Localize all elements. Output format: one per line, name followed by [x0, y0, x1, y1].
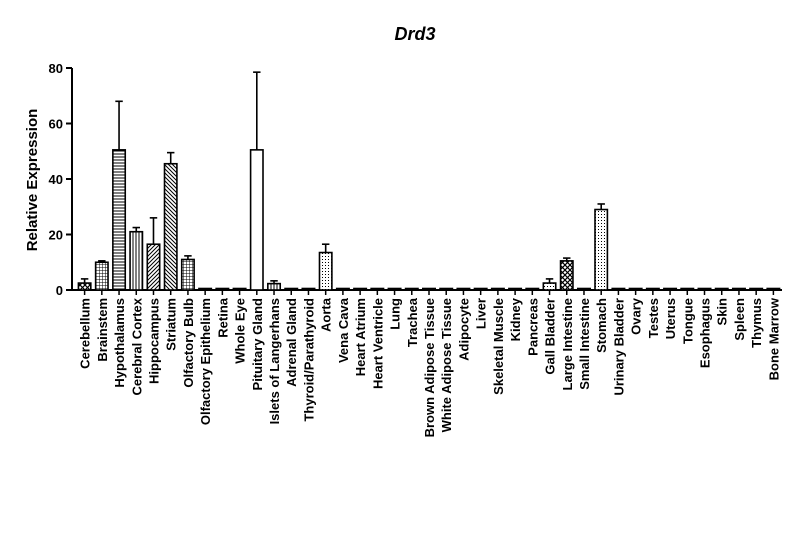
- bar-islets-of-langerhans: [267, 282, 282, 291]
- x-tick-label: Heart Atrium: [353, 298, 368, 376]
- bar-lung: [387, 287, 402, 291]
- bar-adrenal-gland: [284, 287, 299, 291]
- x-tick-label: Adrenal Gland: [284, 298, 299, 387]
- bar-vena-cava: [335, 287, 350, 291]
- bar-bone-marrow: [766, 287, 781, 291]
- bar-cerebellum: [77, 282, 92, 291]
- bar-whole-eye: [232, 287, 247, 291]
- bar-pancreas: [525, 287, 540, 291]
- bar-brown-adipose-tissue: [422, 287, 436, 291]
- y-axis-label: Relative Expression: [24, 109, 41, 252]
- x-tick-label: Brown Adipose Tissue: [422, 298, 437, 437]
- x-tick-label: Testes: [646, 298, 661, 338]
- x-tick-label: Skin: [715, 298, 730, 326]
- bars: [77, 149, 781, 291]
- bar-thyroid-parathyroid: [301, 287, 316, 291]
- bar-urinary-bladder: [611, 287, 626, 291]
- bar-brainstem: [94, 261, 109, 291]
- bar-large-intestine: [559, 260, 574, 291]
- bar-small-intestine: [576, 287, 591, 291]
- x-tick-label: Large Intestine: [560, 298, 575, 390]
- bar-stomach: [594, 208, 609, 291]
- x-tick-label: Ovary: [629, 297, 644, 335]
- y-axis-ticks: 0 20 40 60 80: [49, 61, 72, 298]
- bar-liver: [473, 287, 488, 291]
- bar-heart-ventricle: [370, 287, 385, 291]
- x-tick-label: Brainstem: [95, 298, 110, 362]
- x-tick-label: Pancreas: [525, 298, 540, 356]
- y-tick-label: 60: [49, 117, 63, 132]
- x-tick-label: Whole Eye: [233, 298, 248, 364]
- bar-retina: [215, 287, 230, 291]
- axes: [71, 68, 782, 291]
- bar-ovary: [628, 287, 643, 291]
- bar-striatum: [163, 162, 178, 291]
- bar-thymus: [749, 287, 764, 291]
- x-tick-label: Bone Marrow: [766, 297, 781, 380]
- bar-cerebral-cortex: [129, 230, 144, 291]
- bar-aorta: [318, 251, 333, 291]
- x-tick-label: Spleen: [732, 298, 747, 341]
- x-tick-label: Gall Bladder: [543, 298, 558, 375]
- bar-heart-atrium: [353, 287, 368, 291]
- x-tick-label: Urinary Bladder: [611, 298, 626, 396]
- bar-hippocampus: [146, 243, 161, 291]
- bar-olfactory-epithelium: [198, 287, 213, 291]
- x-tick-label: Trachea: [405, 297, 420, 347]
- x-tick-label: Tongue: [680, 298, 695, 344]
- bar-skeletal-muscle: [490, 287, 505, 291]
- x-tick-label: White Adipose Tissue: [439, 298, 454, 432]
- error-bars: [80, 71, 605, 284]
- x-tick-label: Lung: [388, 298, 403, 330]
- x-tick-label: Vena Cava: [336, 297, 351, 363]
- bar-spleen: [731, 287, 746, 291]
- bar-esophagus: [697, 287, 712, 291]
- x-tick-label: Thymus: [749, 298, 764, 348]
- x-tick-label: Esophagus: [698, 298, 713, 368]
- x-tick-label: Hippocampus: [146, 298, 161, 384]
- bar-white-adipose-tissue: [439, 287, 454, 291]
- x-tick-label: Hypothalamus: [112, 298, 127, 388]
- x-tick-label: Heart Ventricle: [370, 298, 385, 389]
- y-tick-label: 20: [49, 228, 63, 243]
- bar-kidney: [508, 287, 523, 291]
- bar-uterus: [663, 287, 678, 291]
- x-tick-label: Kidney: [508, 297, 523, 341]
- bar-hypothalamus: [112, 149, 127, 291]
- y-tick-label: 40: [49, 172, 63, 187]
- x-tick-label: Thyroid/Parathyroid: [301, 298, 316, 422]
- bar-gall-bladder: [542, 282, 557, 291]
- x-tick-label: Adipocyte: [456, 298, 471, 361]
- bar-testes: [645, 287, 660, 291]
- x-tick-label: Uterus: [663, 298, 678, 339]
- chart-title: Drd3: [394, 24, 435, 44]
- x-tick-label: Retina: [215, 297, 230, 338]
- x-tick-label: Aorta: [319, 297, 334, 332]
- x-tick-label: Islets of Langerhans: [267, 298, 282, 424]
- y-tick-label: 80: [49, 61, 63, 76]
- x-tick-label: Striatum: [164, 298, 179, 351]
- y-tick-label: 0: [56, 283, 63, 298]
- bar-skin: [714, 287, 729, 291]
- x-tick-label: Cerebral Cortex: [129, 297, 144, 395]
- x-tick-label: Stomach: [594, 298, 609, 353]
- x-tick-label: Small Intestine: [577, 298, 592, 390]
- x-axis-ticks: Cerebellum Brainstem Hypothalamus Cerebral …: [78, 290, 781, 437]
- bar-adipocyte: [456, 287, 471, 291]
- bar-tongue: [680, 287, 695, 291]
- bar-trachea: [404, 287, 419, 291]
- x-tick-label: Skeletal Muscle: [491, 298, 506, 395]
- bar-olfactory-bulb: [180, 258, 195, 291]
- x-tick-label: Pituitary Gland: [250, 298, 265, 391]
- x-tick-label: Olfactory Epithelium: [198, 298, 213, 425]
- x-tick-label: Olfactory Bulb: [181, 298, 196, 388]
- x-tick-label: Cerebellum: [78, 298, 93, 369]
- x-tick-label: Liver: [474, 298, 489, 329]
- bar-pituitary-gland: [249, 149, 264, 291]
